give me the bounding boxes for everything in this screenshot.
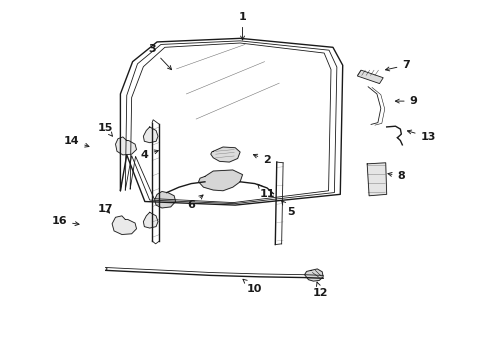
Polygon shape bbox=[211, 147, 240, 162]
Polygon shape bbox=[144, 212, 158, 228]
Polygon shape bbox=[112, 216, 137, 234]
Text: 11: 11 bbox=[258, 184, 275, 199]
Text: 8: 8 bbox=[388, 171, 405, 181]
Polygon shape bbox=[116, 137, 137, 155]
Text: 2: 2 bbox=[253, 154, 271, 165]
Text: 7: 7 bbox=[386, 60, 410, 71]
Text: 9: 9 bbox=[395, 96, 417, 106]
Text: 10: 10 bbox=[243, 279, 263, 294]
Polygon shape bbox=[305, 269, 323, 281]
Text: 1: 1 bbox=[239, 12, 246, 40]
Polygon shape bbox=[198, 170, 243, 191]
Polygon shape bbox=[367, 163, 387, 196]
Bar bbox=[357, 70, 383, 84]
Text: 16: 16 bbox=[51, 216, 79, 226]
Polygon shape bbox=[155, 192, 175, 208]
Text: 4: 4 bbox=[141, 150, 158, 160]
Text: 3: 3 bbox=[148, 44, 172, 70]
Text: 15: 15 bbox=[98, 123, 113, 136]
Text: 12: 12 bbox=[313, 282, 328, 298]
Text: 17: 17 bbox=[98, 204, 114, 214]
Polygon shape bbox=[144, 127, 158, 143]
Text: 13: 13 bbox=[407, 130, 436, 142]
Text: 5: 5 bbox=[282, 201, 295, 217]
Text: 14: 14 bbox=[64, 136, 89, 147]
Text: 6: 6 bbox=[187, 195, 203, 210]
